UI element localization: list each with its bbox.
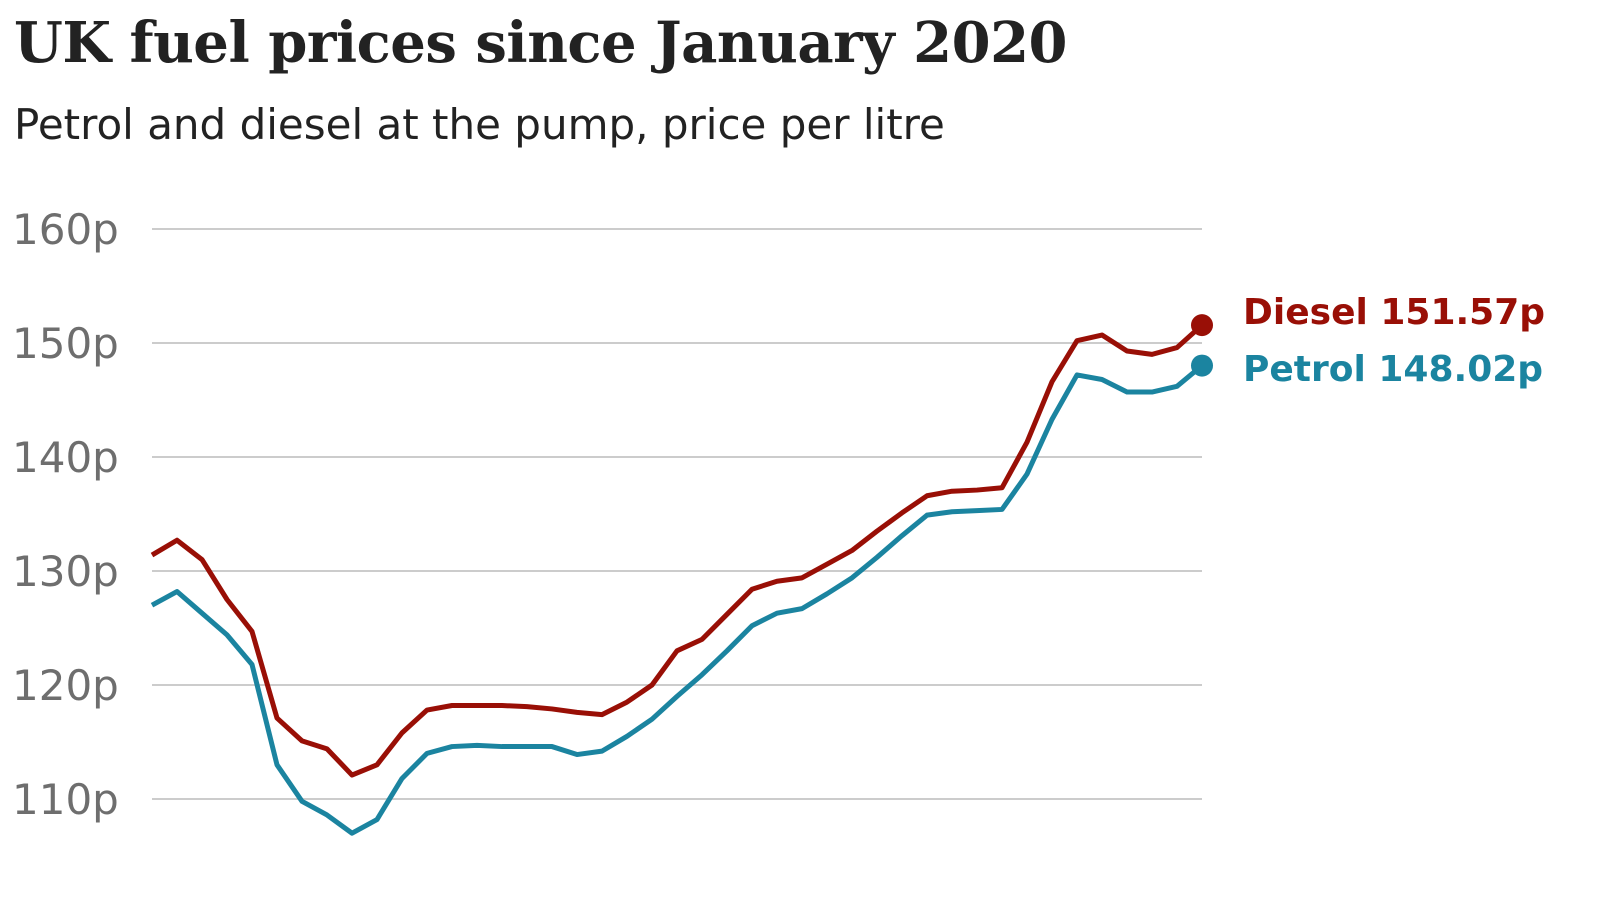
chart-subtitle: Petrol and diesel at the pump, price per… bbox=[14, 100, 945, 149]
chart-title: UK fuel prices since January 2020 bbox=[14, 10, 1068, 76]
diesel-line bbox=[150, 323, 1204, 778]
y-tick-label: 150p bbox=[12, 319, 119, 368]
petrol-end-point bbox=[1191, 354, 1213, 377]
y-tick-label: 120p bbox=[12, 661, 119, 710]
diesel-end-point bbox=[1191, 314, 1213, 337]
petrol-line bbox=[150, 363, 1204, 836]
y-tick-label: 130p bbox=[12, 547, 119, 596]
y-tick-label: 160p bbox=[12, 205, 119, 254]
y-tick-label: 140p bbox=[12, 433, 119, 482]
y-tick-label: 110p bbox=[12, 775, 119, 824]
petrol-label: Petrol 148.02p bbox=[1243, 349, 1543, 390]
diesel-label: Diesel 151.57p bbox=[1243, 292, 1545, 333]
